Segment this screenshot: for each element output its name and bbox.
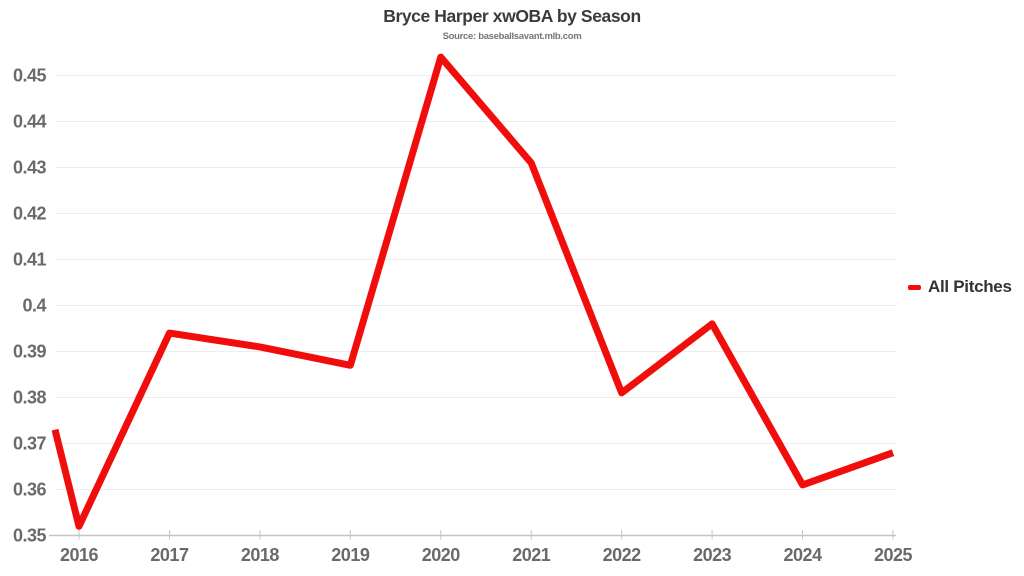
x-tick-label: 2020 — [422, 545, 461, 565]
y-tick-label: 0.4 — [22, 296, 46, 316]
x-tick-label: 2018 — [241, 545, 280, 565]
y-tick-label: 0.41 — [13, 250, 47, 270]
x-tick-label: 2024 — [784, 545, 823, 565]
y-tick-label: 0.43 — [13, 158, 47, 178]
y-tick-label: 0.45 — [13, 66, 47, 86]
x-tick-label: 2017 — [150, 545, 189, 565]
x-tick-label: 2022 — [603, 545, 642, 565]
y-tick-label: 0.36 — [13, 480, 47, 500]
x-tick-label: 2016 — [60, 545, 99, 565]
chart-title: Bryce Harper xwOBA by Season — [383, 6, 641, 26]
legend-item-all-pitches[interactable]: All Pitches — [908, 277, 1012, 297]
y-tick-label: 0.35 — [13, 526, 47, 546]
x-tick-label: 2025 — [874, 545, 913, 565]
y-tick-label: 0.38 — [13, 388, 47, 408]
x-tick-label: 2019 — [331, 545, 370, 565]
chart-source: Source: baseballsavant.mlb.com — [442, 31, 582, 42]
legend-swatch — [908, 284, 921, 290]
legend-label: All Pitches — [928, 277, 1012, 296]
chart-legend: All Pitches — [908, 277, 1012, 297]
xwoba-line — [51, 53, 895, 530]
y-tick-label: 0.42 — [13, 204, 47, 224]
x-tick-label: 2021 — [512, 545, 551, 565]
y-tick-label: 0.44 — [13, 112, 47, 132]
x-tick-label: 2023 — [693, 545, 732, 565]
y-tick-label: 0.39 — [13, 342, 47, 362]
y-tick-label: 0.37 — [13, 434, 47, 454]
